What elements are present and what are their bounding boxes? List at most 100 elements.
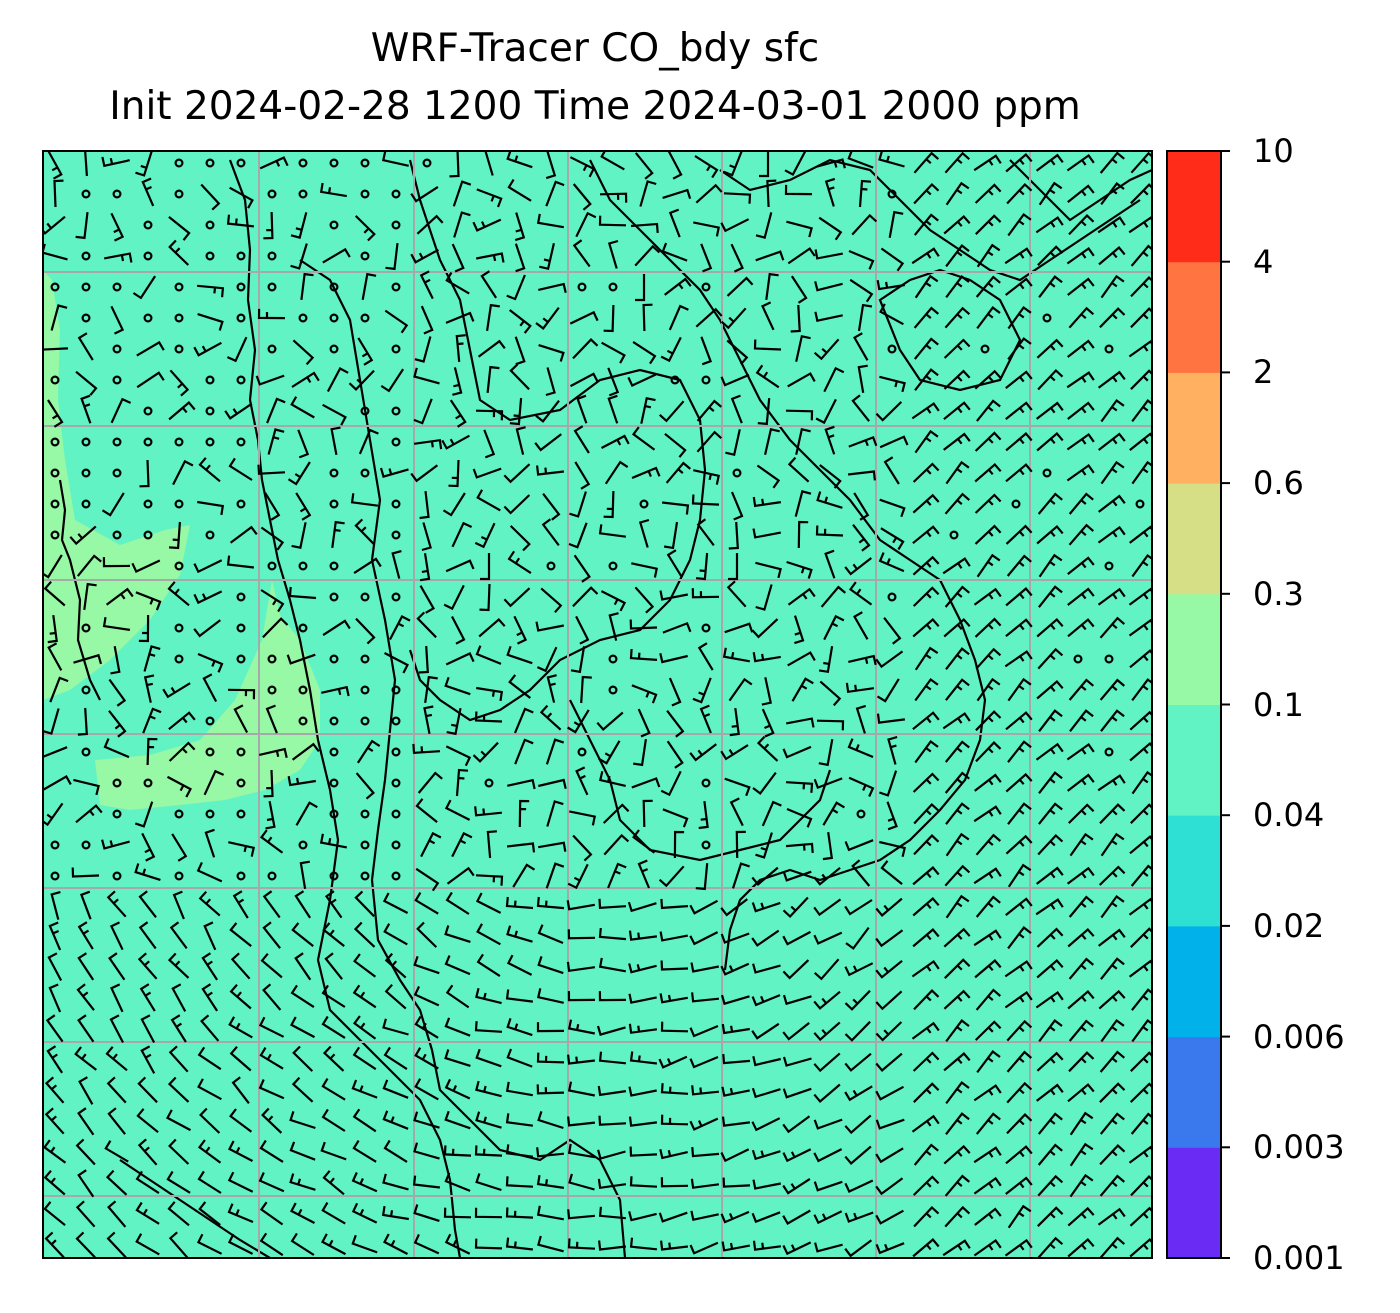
wind-barb [290, 212, 308, 239]
calm-wind-circle [174, 561, 184, 571]
wind-barb [662, 188, 692, 200]
wind-barb [1036, 958, 1064, 979]
wind-barb [201, 952, 219, 981]
wind-barb [1066, 742, 1095, 761]
wind-barb [720, 898, 748, 917]
wind-barb [196, 284, 225, 298]
wind-barb [137, 952, 158, 980]
wind-barb [289, 1141, 316, 1161]
wind-barb [1128, 897, 1152, 916]
wind-barb [569, 310, 599, 325]
wind-barb [795, 334, 811, 362]
calm-wind-circle [112, 778, 122, 788]
wind-barb [1067, 339, 1095, 358]
wind-barb [847, 151, 874, 169]
wind-barb [319, 833, 348, 849]
coastline-segment [719, 158, 1141, 282]
wind-barb [452, 367, 463, 396]
coastline-segment [299, 259, 627, 1258]
wind-barb [1130, 369, 1152, 390]
wind-barb [451, 521, 473, 548]
wind-barb [944, 585, 971, 608]
wind-barb [1099, 151, 1125, 174]
wind-barb [203, 769, 225, 796]
wind-barb [166, 1109, 192, 1132]
wind-barb [509, 309, 532, 334]
wind-barb [723, 192, 752, 204]
wind-barb [600, 590, 627, 612]
wind-barb [264, 492, 281, 521]
calm-wind-circle [298, 685, 308, 695]
wind-barb [228, 457, 253, 481]
wind-barb [728, 553, 739, 581]
wind-barb [637, 859, 651, 889]
wind-barb [913, 802, 940, 825]
wind-barb [700, 336, 713, 366]
wind-barb [474, 711, 503, 723]
wind-barb [108, 952, 126, 981]
wind-barb [720, 744, 749, 761]
wind-barb [886, 801, 898, 831]
wind-barb [1005, 370, 1033, 389]
wind-barb [793, 615, 805, 645]
wind-barb [973, 867, 1002, 885]
wind-barb [448, 459, 460, 488]
wind-barb [321, 984, 346, 1008]
wind-barb [231, 1076, 250, 1104]
wind-barb [1036, 927, 1064, 948]
wind-barb [546, 674, 557, 703]
wind-barb [71, 867, 100, 878]
calm-wind-circle [298, 158, 308, 168]
wind-barb [1099, 307, 1126, 329]
calm-wind-circle [81, 840, 91, 850]
wind-barb [785, 842, 814, 853]
wind-barb [324, 952, 343, 980]
wind-barb [975, 647, 1002, 670]
calm-wind-circle [329, 809, 339, 819]
wind-barb [421, 522, 432, 552]
colorbar-tick-label: 0.6 [1253, 464, 1304, 503]
wind-barb [693, 221, 720, 237]
wind-barb [1128, 618, 1152, 637]
calm-wind-circle [143, 499, 153, 509]
wind-barb [410, 464, 439, 483]
wind-barb [567, 863, 589, 890]
wind-barb [47, 642, 63, 671]
calm-wind-circle [267, 282, 277, 292]
wind-barb [445, 559, 475, 573]
colorbar-segment [1167, 704, 1221, 816]
wind-barb [1038, 181, 1063, 206]
wind-barb [629, 1176, 658, 1188]
wind-barb [945, 1081, 970, 1105]
wind-barb [83, 582, 97, 611]
wind-barb [1004, 960, 1033, 978]
wind-barb [291, 1076, 314, 1103]
wind-barb [262, 921, 281, 949]
wind-barb [1037, 647, 1064, 670]
wind-barb [475, 409, 504, 421]
calm-wind-circle [329, 654, 339, 664]
wind-barb [537, 924, 564, 945]
wind-barb [414, 892, 439, 915]
wind-barb [444, 1110, 471, 1130]
wind-barb [782, 745, 812, 759]
wind-barb [135, 151, 153, 177]
wind-barb [76, 554, 102, 577]
wind-barb [639, 180, 657, 207]
wind-barb [1036, 866, 1064, 885]
wind-barb [536, 213, 564, 229]
calm-wind-circle [670, 375, 680, 385]
wind-barb [813, 866, 841, 886]
wind-barb [782, 1209, 811, 1226]
wind-barb [1100, 957, 1125, 980]
calm-wind-circle [887, 592, 897, 602]
wind-barb [1035, 990, 1064, 1009]
wind-barb [875, 401, 903, 422]
wind-barb [596, 1025, 626, 1036]
wind-barb [168, 216, 191, 241]
wind-barb [1007, 1204, 1032, 1229]
wind-barb [80, 394, 92, 424]
wind-barb [444, 676, 471, 696]
wind-barb [1066, 246, 1095, 265]
calm-wind-circle [50, 499, 60, 509]
